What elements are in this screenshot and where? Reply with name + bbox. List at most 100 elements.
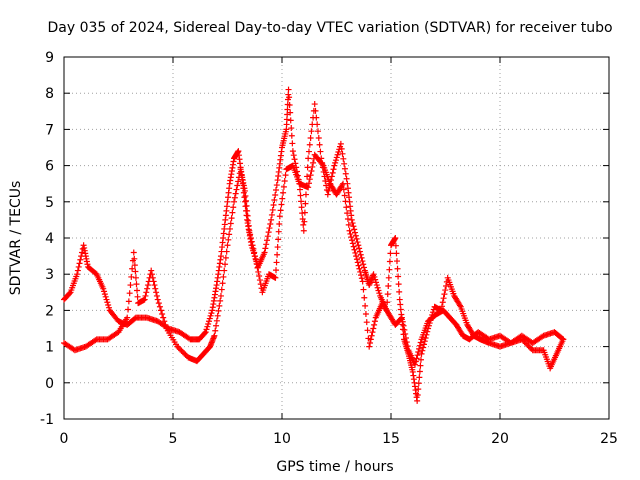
trace-b-point — [275, 236, 282, 243]
trace-b-point — [278, 201, 285, 208]
trace-b-point — [274, 251, 281, 258]
trace-a-point — [350, 223, 357, 230]
x-tick-label: 20 — [491, 431, 509, 447]
trace-a-point — [271, 196, 278, 203]
trace-a-point — [306, 141, 313, 148]
trace-a-point — [443, 282, 450, 289]
trace-b-point — [256, 273, 263, 280]
trace-b-point — [309, 163, 316, 170]
trace-b-point — [227, 220, 234, 227]
trace-a-point — [270, 201, 277, 208]
trace-a-point — [333, 154, 340, 161]
trace-a-point — [370, 271, 377, 278]
trace-b-point — [125, 298, 132, 305]
trace-a-point — [421, 338, 428, 345]
trace-b-point — [414, 352, 421, 359]
trace-b-point — [279, 195, 286, 202]
trace-a-point — [341, 160, 348, 167]
trace-a-point — [352, 232, 359, 239]
trace-a-point — [375, 287, 382, 294]
trace-a-point — [371, 273, 378, 280]
trace-b-point — [129, 265, 136, 272]
y-tick-label: 9 — [45, 50, 54, 66]
trace-b-point — [359, 278, 366, 285]
trace-b-point — [417, 339, 424, 346]
trace-b-point — [362, 311, 369, 318]
trace-a-point — [342, 170, 349, 177]
trace-b-point — [217, 292, 224, 299]
trace-b-point — [235, 178, 242, 185]
trace-a-point — [385, 274, 392, 281]
trace-a-point — [334, 151, 341, 158]
trace-a-point — [103, 296, 110, 303]
trace-a-point — [205, 318, 212, 325]
trace-a-point — [289, 140, 296, 147]
trace-a-point — [301, 218, 308, 225]
trace-a-point — [300, 221, 307, 228]
trace-b-point — [149, 271, 156, 278]
trace-a-point — [311, 101, 318, 108]
trace-a-point — [102, 293, 109, 300]
trace-a-point — [325, 187, 332, 194]
trace-a-point — [261, 249, 268, 256]
trace-a-point — [395, 281, 402, 288]
trace-a-point — [104, 299, 111, 306]
trace-b-point — [222, 254, 229, 261]
trace-b-point — [131, 255, 138, 262]
trace-a-point — [373, 282, 380, 289]
trace-a-point — [76, 260, 83, 267]
trace-b-point — [273, 259, 280, 266]
x-tick-label: 10 — [273, 431, 291, 447]
trace-b-point — [559, 335, 566, 342]
trace-b-point — [219, 280, 226, 287]
y-tick-label: 6 — [45, 159, 54, 175]
trace-b-point — [247, 235, 254, 241]
trace-b-point — [248, 238, 255, 245]
trace-b-point — [280, 189, 287, 196]
trace-b-point — [216, 302, 223, 309]
trace-b-point — [134, 293, 141, 300]
trace-b-point — [273, 267, 280, 274]
trace-b-point — [341, 192, 348, 199]
trace-b-point — [144, 285, 151, 292]
trace-a-point — [286, 94, 293, 101]
trace-b-point — [182, 351, 189, 358]
trace-b-point — [346, 227, 353, 234]
trace-b-point — [128, 273, 135, 280]
trace-b-point — [347, 230, 354, 237]
trace-b-point — [148, 267, 155, 274]
trace-b-point — [159, 311, 166, 318]
trace-a-point — [208, 310, 215, 317]
trace-a-point — [353, 235, 360, 242]
trace-b-point — [231, 194, 238, 201]
trace-a-point — [291, 156, 298, 163]
trace-a-point — [305, 155, 312, 162]
trace-b-point — [249, 242, 256, 249]
trace-b-point — [257, 281, 264, 288]
trace-a-point — [439, 299, 446, 306]
trace-b-point — [215, 307, 222, 314]
trace-b-point — [141, 296, 148, 303]
trace-a-point — [524, 341, 531, 348]
trace-a-point — [101, 288, 108, 295]
trace-a-point — [290, 152, 297, 159]
trace-b-point — [218, 286, 225, 293]
trace-b-point — [175, 344, 182, 351]
trace-b-point — [366, 343, 373, 350]
trace-a-point — [315, 134, 322, 141]
trace-a-point — [384, 291, 391, 298]
trace-b-point — [412, 358, 419, 365]
trace-a-point — [266, 225, 273, 232]
trace-a-point — [74, 271, 81, 278]
trace-b-point — [364, 327, 371, 334]
trace-b-point — [124, 314, 131, 321]
trace-a-point — [297, 192, 304, 199]
trace-a-point — [418, 350, 425, 357]
trace-a-point — [356, 245, 363, 252]
trace-a-point — [316, 141, 323, 148]
trace-b-point — [349, 237, 356, 244]
trace-b-point — [363, 319, 370, 326]
trace-b-point — [539, 333, 546, 340]
trace-a-point — [349, 220, 356, 227]
trace-a-point — [419, 347, 426, 354]
